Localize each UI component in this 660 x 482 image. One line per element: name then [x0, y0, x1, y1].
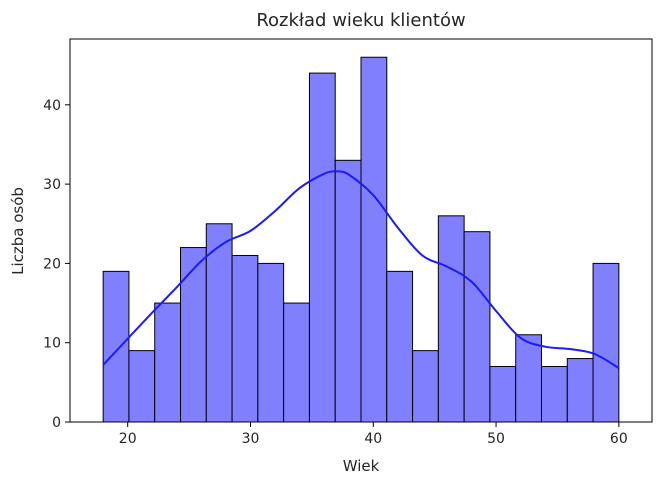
y-tick-label: 30	[43, 177, 61, 193]
histogram-bar	[231, 254, 259, 423]
histogram-bar	[592, 262, 620, 423]
kde-line	[102, 170, 620, 369]
histogram-bar	[257, 262, 285, 423]
histogram-bar	[334, 159, 362, 423]
x-axis-label: Wiek	[343, 457, 380, 475]
histogram-bar	[128, 350, 156, 423]
x-axis-ticks: 20 30 40 50 60	[119, 422, 628, 447]
histogram-bar	[360, 56, 388, 423]
x-tick-label: 40	[364, 431, 382, 447]
y-tick-label: 20	[43, 256, 61, 272]
bars-group	[102, 56, 620, 423]
histogram-bar	[540, 365, 568, 423]
histogram-bar	[489, 365, 517, 423]
y-tick-label: 0	[52, 415, 61, 431]
histogram-bar	[308, 72, 336, 423]
histogram-bar	[566, 358, 594, 423]
histogram-bar	[412, 350, 439, 423]
plot-frame	[69, 38, 653, 423]
x-tick-label: 50	[487, 431, 505, 447]
histogram-bar	[154, 302, 182, 423]
histogram-bar	[283, 302, 310, 423]
y-axis-ticks: 0 10 20 30 40	[43, 98, 70, 431]
x-tick-label: 20	[119, 431, 137, 447]
y-axis-label: Liczba osób	[9, 187, 27, 275]
histogram-bar	[515, 334, 542, 423]
histogram-bar	[205, 223, 233, 423]
x-tick-label: 60	[610, 431, 628, 447]
y-tick-label: 10	[43, 336, 61, 352]
x-tick-label: 30	[242, 431, 260, 447]
histogram-bar	[102, 270, 130, 423]
y-tick-label: 40	[43, 98, 61, 114]
kde-group	[102, 170, 620, 369]
histogram-bar	[386, 270, 414, 423]
histogram-bar	[180, 247, 207, 423]
histogram-bar	[437, 215, 465, 423]
histogram-bar	[463, 231, 491, 423]
chart-title: Rozkład wieku klientów	[256, 10, 465, 31]
